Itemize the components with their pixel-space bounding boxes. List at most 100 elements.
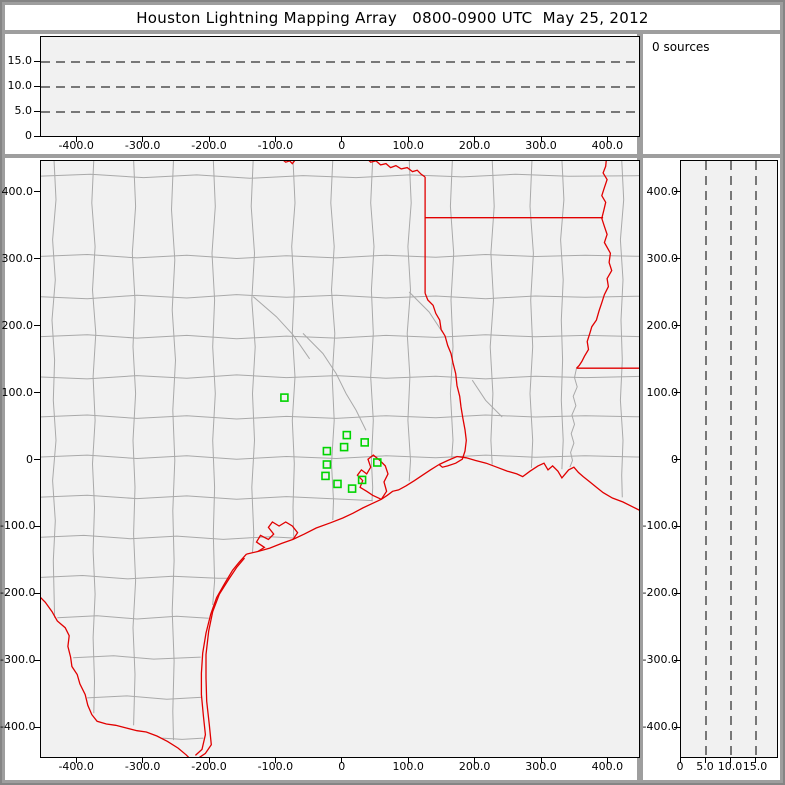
tick-label: 10.0	[717, 760, 743, 773]
tick-mark	[274, 757, 276, 763]
tick-label: 10.0	[7, 79, 33, 92]
tick-mark	[142, 136, 144, 142]
sources-panel	[643, 34, 780, 154]
lma-station-marker	[322, 446, 332, 456]
tick-mark	[34, 592, 40, 594]
tick-label: -100.0	[257, 139, 294, 152]
tick-mark	[34, 525, 40, 527]
tick-mark	[274, 136, 276, 142]
tick-mark	[674, 325, 680, 327]
tick-mark	[407, 757, 409, 763]
tick-mark	[34, 325, 40, 327]
tick-mark	[34, 459, 40, 460]
tick-mark	[34, 191, 40, 193]
tick-label: 15.0	[7, 54, 33, 67]
tick-mark	[341, 757, 343, 763]
tick-label: -200.0	[191, 139, 227, 152]
tick-label: -100.0	[642, 519, 678, 533]
tick-label: 200.0	[458, 760, 491, 773]
lma-station-marker	[342, 430, 352, 440]
tick-mark	[142, 757, 144, 763]
tick-mark	[75, 136, 77, 142]
tick-label: 100.0	[392, 139, 424, 152]
tick-mark	[679, 757, 681, 763]
tick-label: -200.0	[642, 586, 678, 600]
lma-station-marker	[280, 393, 289, 402]
tick-label: 0	[25, 129, 32, 142]
station-markers	[280, 393, 382, 493]
tick-mark	[674, 726, 680, 728]
tick-label: 300.0	[525, 760, 557, 773]
tick-label: 300.0	[1, 251, 34, 265]
tick-label: -300.0	[0, 653, 36, 667]
tick-label: -100.0	[257, 760, 294, 773]
plan-view-map	[41, 161, 639, 757]
lma-station-marker	[321, 471, 330, 481]
tick-label: 0	[338, 760, 346, 773]
tick-mark	[674, 258, 680, 260]
tick-label: 0	[26, 452, 33, 466]
tick-label: 0	[676, 760, 684, 773]
tick-label: 400.0	[591, 139, 624, 152]
tick-mark	[75, 757, 77, 763]
tick-mark	[674, 659, 680, 661]
window-title: Houston Lightning Mapping Array 0800-090…	[136, 8, 649, 27]
plan-view-plot[interactable]	[40, 160, 640, 758]
tick-label: 0	[338, 139, 346, 152]
tick-mark	[34, 110, 40, 112]
tick-mark	[34, 60, 40, 62]
tick-label: 5.0	[14, 104, 33, 117]
altitude-ns-plot[interactable]	[680, 160, 778, 758]
tick-label: 200.0	[458, 139, 491, 152]
tick-label: -300.0	[642, 653, 678, 667]
tick-mark	[674, 191, 680, 193]
tick-label: 100.0	[1, 385, 34, 399]
tick-label: -400.0	[58, 139, 94, 152]
tick-label: 400.0	[1, 184, 34, 198]
lma-station-marker	[347, 484, 357, 493]
tick-label: -400.0	[642, 720, 678, 734]
tick-mark	[474, 757, 476, 763]
tick-label: -100.0	[0, 519, 36, 533]
lma-station-marker	[372, 458, 382, 467]
tick-mark	[674, 459, 680, 460]
tick-label: 400.0	[591, 760, 624, 773]
tick-label: 400.0	[646, 184, 679, 198]
tick-label: -400.0	[58, 760, 94, 773]
state-borders	[41, 161, 639, 757]
title-bar: Houston Lightning Mapping Array 0800-090…	[5, 5, 780, 30]
altitude-ew-plot[interactable]	[40, 36, 640, 137]
tick-label: -200.0	[191, 760, 227, 773]
tick-mark	[606, 757, 608, 763]
tick-mark	[729, 757, 731, 763]
tick-mark	[540, 136, 542, 142]
tick-mark	[34, 135, 40, 137]
tick-label: 300.0	[525, 139, 557, 152]
tick-label: 0	[671, 452, 678, 466]
county-lines	[41, 161, 639, 741]
tick-mark	[34, 659, 40, 661]
tick-mark	[474, 136, 476, 142]
tick-mark	[34, 392, 40, 394]
tick-label: 300.0	[646, 251, 679, 265]
tick-mark	[704, 757, 706, 763]
tick-label: 5.0	[696, 760, 714, 773]
tick-mark	[540, 757, 542, 763]
tick-mark	[674, 392, 680, 394]
tick-label: 200.0	[646, 318, 679, 332]
tick-mark	[208, 136, 210, 142]
tick-label: 100.0	[392, 760, 424, 773]
sources-count-label: 0 sources	[652, 40, 710, 54]
lma-station-marker	[339, 442, 349, 452]
tick-label: -400.0	[0, 720, 36, 734]
tick-mark	[407, 136, 409, 142]
tick-mark	[34, 85, 40, 87]
altitude-gridlines-ew	[41, 61, 639, 113]
tick-mark	[674, 525, 680, 527]
tick-label: 200.0	[1, 318, 34, 332]
tick-mark	[34, 726, 40, 728]
tick-mark	[34, 258, 40, 260]
tick-mark	[674, 592, 680, 594]
tick-label: -200.0	[0, 586, 36, 600]
lma-station-marker	[360, 438, 370, 447]
